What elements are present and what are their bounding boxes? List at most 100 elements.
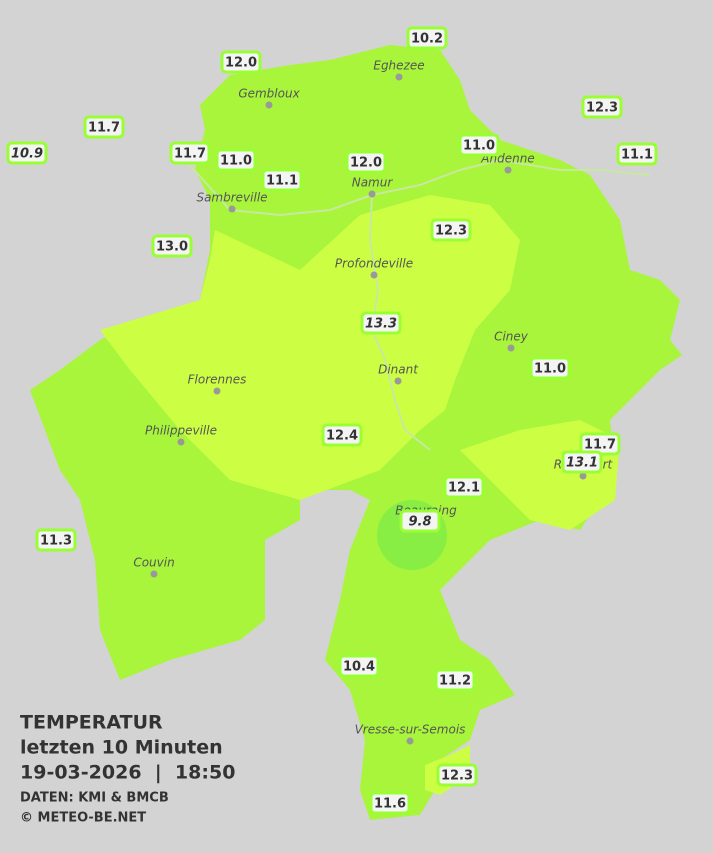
station: 11.0 (215, 148, 257, 172)
station-box (430, 218, 472, 242)
station-box (458, 133, 500, 157)
station: 10.2 (406, 26, 448, 50)
station-temperature: 13.0 (156, 240, 188, 255)
station: 11.0 (529, 356, 571, 380)
city-dot (177, 438, 185, 446)
station-temperature: 13.1 (566, 456, 598, 471)
station-box (529, 356, 571, 380)
station-temperature: 12.1 (448, 481, 480, 496)
station-temperature: 11.0 (463, 139, 495, 154)
city-label: Florennes (188, 373, 247, 387)
city-dot (504, 166, 512, 174)
city-label: Namur (352, 176, 394, 190)
station: 10.4 (338, 654, 380, 678)
station-temperature: 9.8 (408, 515, 431, 530)
station-box (6, 141, 48, 165)
station: 9.8 (399, 509, 441, 533)
city-label: Profondeville (335, 257, 413, 271)
city-label: Gembloux (238, 87, 300, 101)
station-temperature: 11.7 (174, 147, 206, 162)
station-temperature: 11.1 (621, 148, 653, 163)
station-temperature: 12.0 (225, 56, 257, 71)
city-dot (228, 205, 236, 213)
station-temperature: 11.7 (88, 121, 120, 136)
station-box (321, 423, 363, 447)
city-label: Couvin (133, 556, 174, 570)
station-box (345, 150, 387, 174)
city-dot (368, 190, 376, 198)
legend-datetime: 19-03-2026 | 18:50 (20, 762, 235, 784)
station-temperature: 12.3 (435, 224, 467, 239)
city-label: Eghezee (373, 59, 424, 73)
station-box (215, 148, 257, 172)
station-box (83, 115, 125, 139)
station: 13.0 (151, 234, 193, 258)
station-temperature: 11.1 (266, 174, 298, 189)
station-temperature: 11.0 (534, 362, 566, 377)
station-box (434, 668, 476, 692)
legend-title: TEMPERATUR (20, 712, 163, 734)
station-box (261, 168, 303, 192)
city-label: Sambreville (196, 191, 267, 205)
warm-zone (100, 195, 520, 500)
station-temperature: 12.4 (326, 429, 358, 444)
station: 12.3 (430, 218, 472, 242)
station-box (151, 234, 193, 258)
city-dot (265, 101, 273, 109)
station: 11.1 (261, 168, 303, 192)
station-box (581, 95, 623, 119)
city-dot (370, 271, 378, 279)
station-temperature: 12.3 (441, 769, 473, 784)
city-dot (213, 387, 221, 395)
station-box (399, 509, 441, 533)
station: 13.1 (561, 450, 603, 474)
station-box (169, 141, 211, 165)
station-box (35, 528, 77, 552)
station: 11.7 (169, 141, 211, 165)
station-temperature: 10.4 (343, 660, 375, 675)
station-box (369, 791, 411, 815)
city-label: Dinant (378, 363, 419, 377)
station-temperature: 11.6 (374, 797, 406, 812)
station: 11.2 (434, 668, 476, 692)
legend-subtitle: letzten 10 Minuten (20, 737, 223, 759)
city-dot (395, 73, 403, 81)
river (368, 194, 431, 451)
station-temperature: 11.2 (439, 674, 471, 689)
city-dot (406, 737, 414, 745)
city-label: Philippeville (145, 424, 217, 438)
river (189, 158, 651, 217)
station: 11.7 (83, 115, 125, 139)
city-dot (394, 377, 402, 385)
city-dot (507, 344, 515, 352)
station-temperature: 13.3 (365, 317, 397, 332)
station: 12.3 (581, 95, 623, 119)
station: 12.1 (443, 475, 485, 499)
station-box (443, 475, 485, 499)
station: 11.6 (369, 791, 411, 815)
station-box (561, 450, 603, 474)
city-label: Ciney (494, 330, 529, 344)
station-box (406, 26, 448, 50)
station: 11.1 (616, 142, 658, 166)
city-dot (150, 570, 158, 578)
station-box (220, 50, 262, 74)
station: 12.4 (321, 423, 363, 447)
station-temperature: 10.2 (411, 32, 443, 47)
legend-source: DATEN: KMI & BMCB (20, 791, 169, 806)
station-temperature: 11.0 (220, 154, 252, 169)
station-temperature: 11.7 (584, 438, 616, 453)
station-box (436, 763, 478, 787)
station: 11.3 (35, 528, 77, 552)
legend-copyright: © METEO-BE.NET (20, 811, 146, 826)
station: 10.9 (6, 141, 48, 165)
station: 11.0 (458, 133, 500, 157)
station: 12.0 (345, 150, 387, 174)
station-box (360, 311, 402, 335)
station-temperature: 10.9 (11, 147, 43, 162)
station: 12.3 (436, 763, 478, 787)
city-dot (579, 472, 587, 480)
station-temperature: 12.3 (586, 101, 618, 116)
station-temperature: 12.0 (350, 156, 382, 171)
